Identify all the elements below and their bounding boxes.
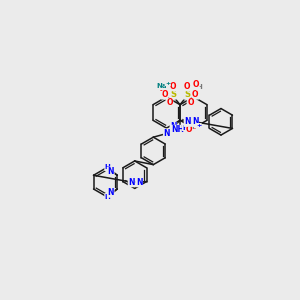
Text: O: O	[192, 90, 199, 99]
Text: O: O	[170, 82, 176, 91]
Text: O: O	[186, 125, 192, 134]
Text: O: O	[193, 80, 199, 89]
Text: Na: Na	[157, 82, 167, 88]
Text: H: H	[105, 164, 111, 170]
Text: S: S	[170, 90, 176, 99]
Text: -: -	[194, 126, 196, 131]
Text: O: O	[161, 90, 168, 99]
Text: S: S	[184, 90, 190, 99]
Text: O: O	[184, 82, 190, 91]
Text: N: N	[192, 117, 198, 126]
Text: N: N	[136, 178, 142, 187]
Text: O: O	[166, 98, 173, 107]
Text: N: N	[128, 178, 135, 187]
Text: +: +	[165, 81, 170, 85]
Text: N: N	[170, 122, 177, 131]
Text: N: N	[107, 188, 114, 197]
Text: H: H	[182, 124, 188, 130]
Text: NH: NH	[171, 125, 184, 134]
Text: Na: Na	[188, 119, 198, 125]
Text: H: H	[105, 194, 111, 200]
Text: N: N	[184, 117, 191, 126]
Text: N: N	[164, 129, 170, 138]
Text: +: +	[196, 124, 201, 128]
Text: O: O	[187, 98, 194, 107]
Text: H: H	[196, 84, 202, 90]
Text: -: -	[159, 88, 162, 93]
Text: N: N	[107, 167, 114, 176]
